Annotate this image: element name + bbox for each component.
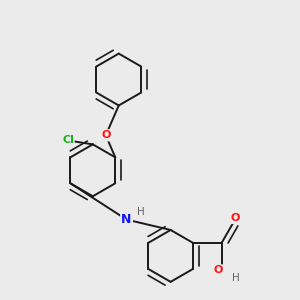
Text: H: H xyxy=(137,207,145,217)
Text: Cl: Cl xyxy=(62,136,74,146)
Text: H: H xyxy=(232,273,240,283)
Text: O: O xyxy=(213,266,223,275)
Text: N: N xyxy=(121,213,132,226)
Text: O: O xyxy=(101,130,110,140)
Text: O: O xyxy=(230,213,240,223)
